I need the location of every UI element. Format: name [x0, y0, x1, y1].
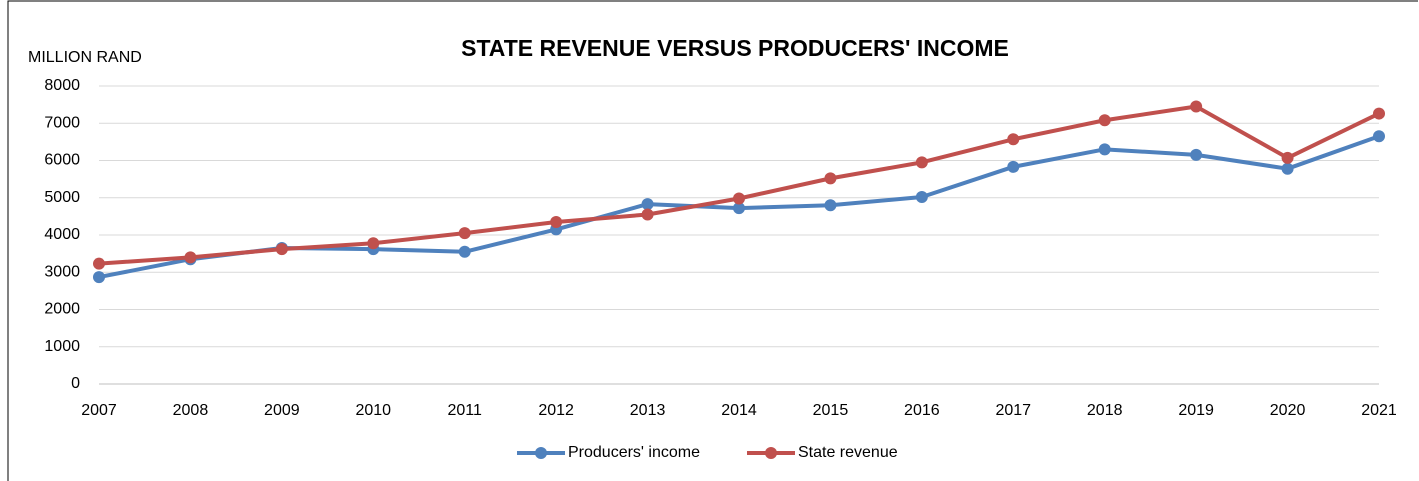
data-point — [1373, 130, 1385, 143]
y-tick-label: 1000 — [44, 338, 80, 355]
data-point — [93, 271, 105, 284]
data-point — [1373, 107, 1385, 120]
x-tick-label: 2008 — [173, 402, 209, 419]
y-tick-label: 2000 — [44, 301, 80, 318]
legend-marker — [535, 447, 547, 459]
data-point — [367, 237, 380, 250]
data-point — [733, 202, 745, 215]
data-point — [184, 251, 197, 264]
x-tick-label: 2010 — [355, 402, 391, 419]
data-point — [458, 227, 471, 240]
y-tick-label: 4000 — [44, 226, 80, 243]
y-tick-label: 0 — [71, 375, 80, 392]
data-point — [641, 208, 654, 221]
data-point — [1007, 160, 1020, 173]
data-point — [458, 245, 471, 258]
x-tick-label: 2018 — [1087, 402, 1123, 419]
data-point — [915, 156, 928, 169]
x-tick-label: 2015 — [813, 402, 849, 419]
x-tick-label: 2014 — [721, 402, 757, 419]
data-point — [1190, 100, 1203, 113]
series-line — [98, 104, 1380, 266]
data-point — [1007, 133, 1020, 146]
data-point — [641, 198, 654, 211]
data-point — [1281, 162, 1294, 175]
data-point — [1098, 114, 1111, 127]
data-point — [93, 257, 105, 270]
y-tick-label: 3000 — [44, 263, 80, 280]
data-point — [1190, 148, 1203, 161]
legend-label: Producers' income — [568, 444, 700, 461]
x-tick-label: 2009 — [264, 402, 300, 419]
x-tick-label: 2019 — [1178, 402, 1214, 419]
data-point — [275, 243, 288, 256]
y-tick-label: 7000 — [44, 114, 80, 131]
legend-marker — [765, 447, 777, 459]
data-point — [550, 215, 563, 228]
chart-title: STATE REVENUE VERSUS PRODUCERS' INCOME — [461, 35, 1009, 61]
data-point — [824, 172, 837, 185]
y-tick-label: 6000 — [44, 152, 80, 169]
chart-border — [7, 0, 1418, 481]
data-point — [915, 191, 928, 204]
x-tick-label: 2007 — [81, 402, 117, 419]
data-point — [733, 192, 745, 205]
x-tick-label: 2020 — [1270, 402, 1306, 419]
data-point — [1098, 143, 1111, 156]
x-tick-label: 2017 — [995, 402, 1031, 419]
data-point — [1281, 151, 1294, 164]
x-tick-label: 2021 — [1361, 402, 1397, 419]
x-tick-label: 2016 — [904, 402, 940, 419]
y-axis-label: MILLION RAND — [28, 49, 142, 66]
y-tick-label: 8000 — [44, 77, 80, 94]
y-tick-label: 5000 — [44, 189, 80, 206]
x-tick-label: 2013 — [630, 402, 666, 419]
x-tick-label: 2012 — [538, 402, 574, 419]
data-point — [824, 199, 837, 212]
legend-label: State revenue — [798, 444, 898, 461]
x-tick-label: 2011 — [448, 402, 483, 419]
